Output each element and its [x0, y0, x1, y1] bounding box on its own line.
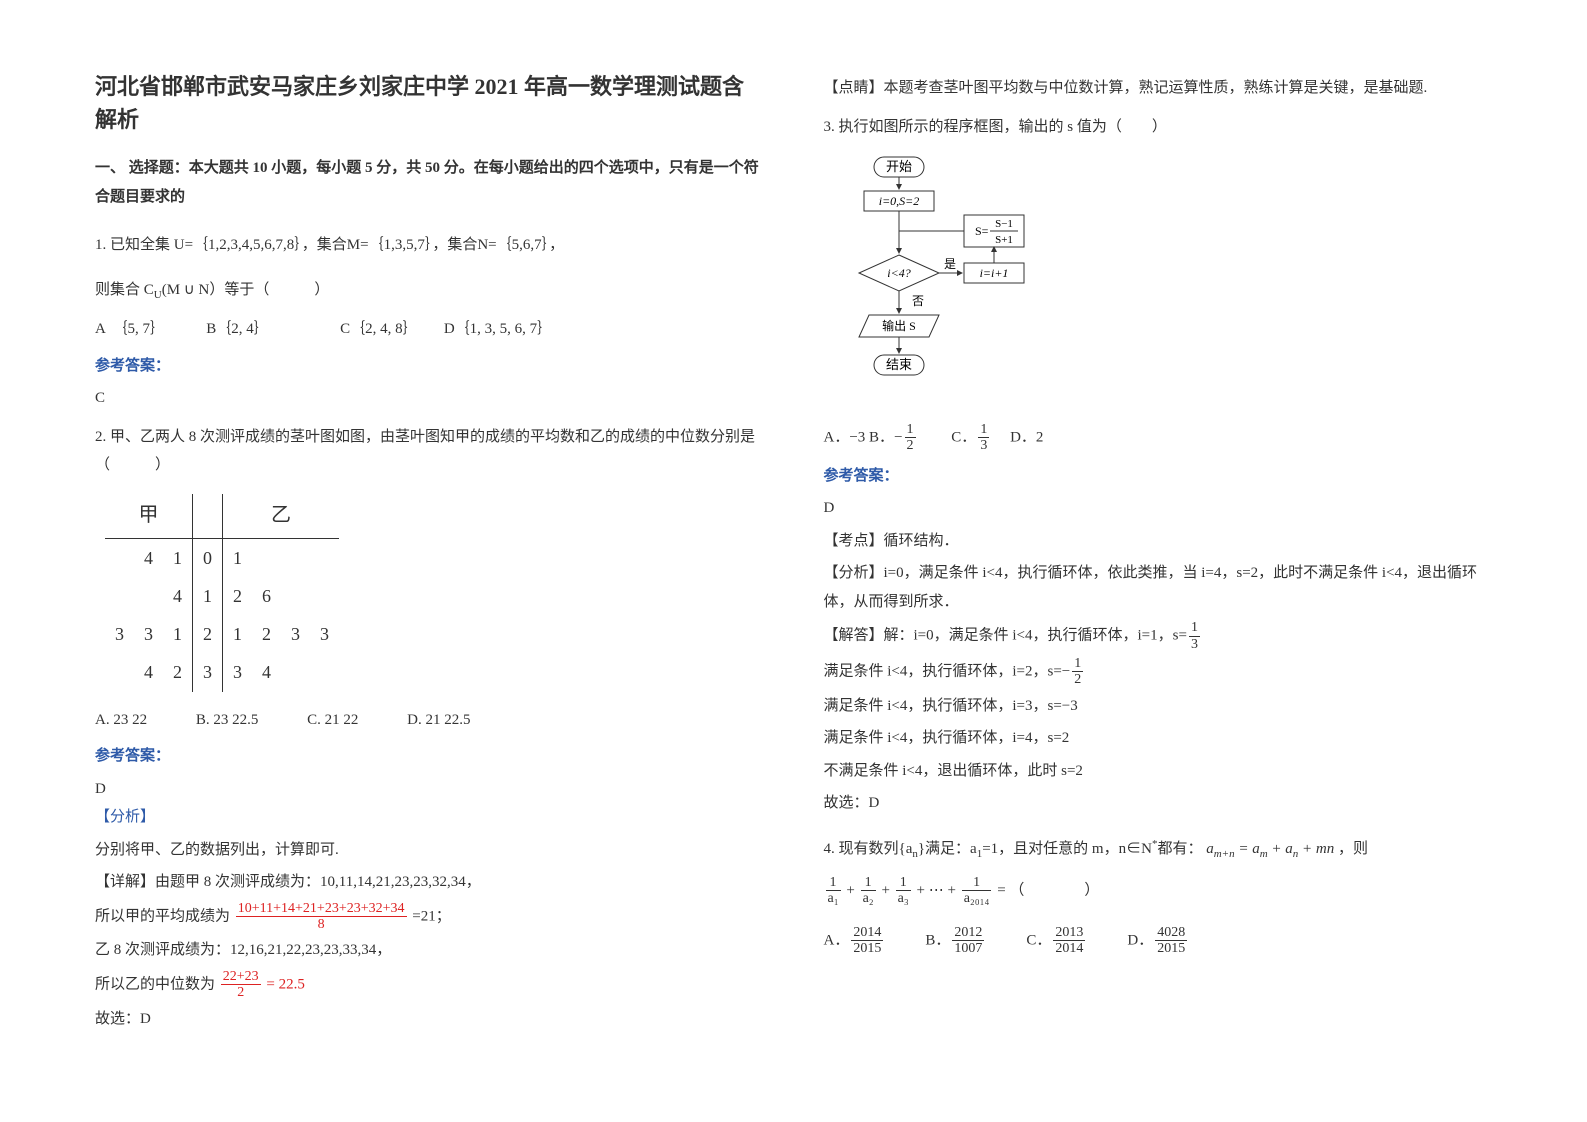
- q3-step5: 不满足条件 i<4，退出循环体，此时 s=2: [824, 757, 1493, 786]
- fc-s-num: S−1: [995, 218, 1013, 230]
- q2-answer-label: 参考答案：: [95, 742, 764, 771]
- fc-end: 结束: [885, 357, 911, 372]
- q2-opt-a: A. 23 22: [95, 712, 147, 728]
- stem-leaf-plot: 甲 乙 41 0 1 4 1 26 331 2 1233 42 3: [105, 494, 764, 692]
- q2-opt-b: B. 23 22.5: [196, 712, 259, 728]
- q1-answer-label: 参考答案：: [95, 352, 764, 381]
- q3-step4: 满足条件 i<4，执行循环体，i=4，s=2: [824, 724, 1493, 753]
- q4-sum: 1a₁ + 1a₂ + 1a₃ + ⋯ + 1a₂₀₁₄ = （ ）: [824, 875, 1493, 907]
- q2-avg-line: 所以甲的平均成绩为 10+11+14+21+23+23+32+34 8 =21；: [95, 901, 764, 933]
- q4-opt-a: A．20142015: [824, 925, 886, 957]
- section-1-heading: 一、 选择题：本大题共 10 小题，每小题 5 分，共 50 分。在每小题给出的…: [95, 154, 764, 211]
- fc-out: 输出 S: [882, 318, 916, 333]
- q2-analysis-label: 【分析】: [95, 803, 764, 832]
- q1-sub: U: [154, 289, 162, 301]
- q3-answer-label: 参考答案：: [824, 462, 1493, 491]
- fc-yes: 是: [943, 257, 955, 271]
- q2-text: 2. 甲、乙两人 8 次测评成绩的茎叶图如图，由茎叶图知甲的成绩的平均数和乙的成…: [95, 423, 764, 480]
- q3-opt-b-pre: B．: [869, 429, 894, 445]
- q1-line2b: (M ∪ N）等于（ ）: [162, 282, 330, 298]
- q2-yi-data: 乙 8 次测评成绩为：12,16,21,22,23,23,33,34，: [95, 936, 764, 965]
- q1-opt-d: D｛1, 3, 5, 6, 7｝: [444, 321, 552, 337]
- q3-opt-a: A．−3: [824, 429, 866, 445]
- q1-opt-c: C｛2, 4, 8｝: [340, 321, 410, 337]
- flowchart: 开始 i=0,S=2 S= S−1 S+1 i<4? 是 i=i+1: [854, 155, 1493, 410]
- q1-answer: C: [95, 384, 764, 413]
- stemleaf-hdr-right: 乙: [223, 494, 340, 539]
- q3-step1: 【解答】解：i=0，满足条件 i<4，执行循环体，i=1，s=13: [824, 620, 1493, 652]
- q4-options: A．20142015 B．20121007 C．20132014 D．40282…: [824, 925, 1493, 957]
- q3-fenxi: 【分析】i=0，满足条件 i<4，执行循环体，依此类推，当 i=4，s=2，此时…: [824, 559, 1493, 616]
- q3-concl: 故选：D: [824, 789, 1493, 818]
- q1-opt-b: B｛2, 4｝: [206, 321, 261, 337]
- q4-opt-c: C．20132014: [1026, 925, 1087, 957]
- q1-line1: 1. 已知全集 U=｛1,2,3,4,5,6,7,8｝，集合M=｛1,3,5,7…: [95, 231, 764, 260]
- q2-median-line: 所以乙的中位数为 22+23 2 = 22.5: [95, 969, 764, 1001]
- q2-analysis: 分别将甲、乙的数据列出，计算即可.: [95, 836, 764, 865]
- q4-opt-b: B．20121007: [925, 925, 986, 957]
- q2-opt-c: C. 21 22: [307, 712, 358, 728]
- q3-step2: 满足条件 i<4，执行循环体，i=2，s=−12: [824, 656, 1493, 688]
- q1-options: A ｛5, 7｝ B｛2, 4｝ C｛2, 4, 8｝ D｛1, 3, 5, 6…: [95, 315, 764, 344]
- q3-opt-c-pre: C．: [951, 429, 976, 445]
- q1-opt-a: A ｛5, 7｝: [95, 321, 158, 337]
- q2-detail: 【详解】由题甲 8 次测评成绩为：10,11,14,21,23,23,32,34…: [95, 868, 764, 897]
- q2-answer: D: [95, 775, 764, 804]
- q2-options: A. 23 22 B. 23 22.5 C. 21 22 D. 21 22.5: [95, 706, 764, 735]
- q3-options: A．−3 B．−12 C．13 D．2: [824, 422, 1493, 454]
- fc-init: i=0,S=2: [878, 194, 919, 208]
- doc-title: 河北省邯郸市武安马家庄乡刘家庄中学 2021 年高一数学理测试题含解析: [95, 70, 764, 136]
- right-column: 【点睛】本题考查茎叶图平均数与中位数计算，熟记运算性质，熟练计算是关键，是基础题…: [824, 70, 1493, 1052]
- fc-start: 开始: [885, 159, 911, 174]
- q2-median-eq: = 22.5: [266, 976, 304, 992]
- fc-no: 否: [912, 294, 924, 308]
- q3-text: 3. 执行如图所示的程序框图，输出的 s 值为（ ）: [824, 113, 1493, 142]
- q2-avg-frac: 10+11+14+21+23+23+32+34 8: [236, 901, 407, 933]
- q1-line2a: 则集合 C: [95, 282, 154, 298]
- q4-recurrence: am+n = am + an + mn: [1206, 841, 1334, 857]
- q2-conclusion: 故选：D: [95, 1005, 764, 1034]
- q2-median-prefix: 所以乙的中位数为: [95, 976, 215, 992]
- q2-opt-d: D. 21 22.5: [407, 712, 470, 728]
- q3-opt-d: D．2: [1010, 429, 1043, 445]
- q3-answer: D: [824, 494, 1493, 523]
- q3-step3: 满足条件 i<4，执行循环体，i=3，s=−3: [824, 692, 1493, 721]
- q4-opt-d: D．40282015: [1127, 925, 1189, 957]
- q3-kaodian: 【考点】循环结构．: [824, 527, 1493, 556]
- q4-text: 4. 现有数列{an}满足：a1=1，且对任意的 m，n∈N*都有： am+n …: [824, 834, 1493, 865]
- fc-cond: i<4?: [887, 266, 910, 280]
- fc-inc: i=i+1: [979, 266, 1008, 280]
- q2-median-frac: 22+23 2: [221, 969, 261, 1001]
- stemleaf-hdr-left: 甲: [105, 494, 193, 539]
- q2-avg-suffix: =21；: [412, 908, 450, 924]
- fc-s-lhs: S=: [975, 224, 989, 238]
- fc-s-den: S+1: [995, 234, 1013, 246]
- left-column: 河北省邯郸市武安马家庄乡刘家庄中学 2021 年高一数学理测试题含解析 一、 选…: [95, 70, 764, 1052]
- q1-line2: 则集合 CU(M ∪ N）等于（ ）: [95, 276, 764, 306]
- q2-dianping: 【点睛】本题考查茎叶图平均数与中位数计算，熟记运算性质，熟练计算是关键，是基础题…: [824, 74, 1493, 103]
- q2-avg-prefix: 所以甲的平均成绩为: [95, 908, 230, 924]
